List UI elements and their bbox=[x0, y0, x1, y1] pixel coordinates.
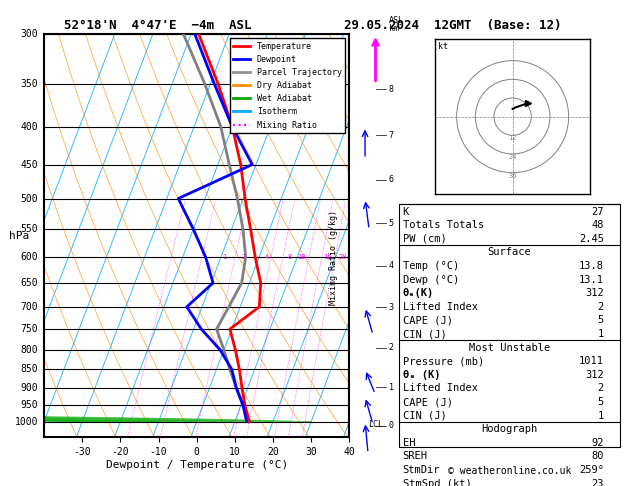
Text: 10: 10 bbox=[297, 254, 305, 260]
Text: CAPE (J): CAPE (J) bbox=[403, 397, 452, 407]
Text: 7: 7 bbox=[389, 131, 394, 139]
Text: StmSpd (kt): StmSpd (kt) bbox=[403, 479, 471, 486]
Text: 4: 4 bbox=[389, 261, 394, 270]
Text: 300: 300 bbox=[21, 29, 38, 39]
Text: 20: 20 bbox=[339, 254, 347, 260]
Text: 23: 23 bbox=[591, 479, 604, 486]
Text: 27: 27 bbox=[591, 207, 604, 217]
Text: 259°: 259° bbox=[579, 465, 604, 475]
Text: 550: 550 bbox=[21, 224, 38, 234]
Text: 8: 8 bbox=[287, 254, 292, 260]
Text: 750: 750 bbox=[21, 324, 38, 334]
Text: Surface: Surface bbox=[487, 247, 532, 258]
X-axis label: Dewpoint / Temperature (°C): Dewpoint / Temperature (°C) bbox=[106, 460, 288, 470]
Text: 36: 36 bbox=[508, 173, 517, 179]
Text: 5: 5 bbox=[598, 315, 604, 326]
Text: θₑ (K): θₑ (K) bbox=[403, 370, 440, 380]
Text: 1: 1 bbox=[223, 254, 227, 260]
Text: 900: 900 bbox=[21, 383, 38, 393]
Text: SREH: SREH bbox=[403, 451, 428, 462]
Text: 1: 1 bbox=[598, 329, 604, 339]
Text: 700: 700 bbox=[21, 302, 38, 312]
Text: 1000: 1000 bbox=[15, 417, 38, 427]
Text: 800: 800 bbox=[21, 345, 38, 355]
Text: Lifted Index: Lifted Index bbox=[403, 302, 477, 312]
Text: 312: 312 bbox=[585, 288, 604, 298]
Text: Dewp (°C): Dewp (°C) bbox=[403, 275, 459, 285]
Text: 48: 48 bbox=[591, 220, 604, 230]
Text: 29.05.2024  12GMT  (Base: 12): 29.05.2024 12GMT (Base: 12) bbox=[344, 19, 562, 33]
Text: 1011: 1011 bbox=[579, 356, 604, 366]
Text: 600: 600 bbox=[21, 252, 38, 262]
Text: Pressure (mb): Pressure (mb) bbox=[403, 356, 484, 366]
Text: Temp (°C): Temp (°C) bbox=[403, 261, 459, 271]
Text: 52°18'N  4°47'E  −4m  ASL: 52°18'N 4°47'E −4m ASL bbox=[64, 19, 251, 33]
Text: 0: 0 bbox=[389, 421, 394, 431]
Text: K: K bbox=[403, 207, 409, 217]
Text: 850: 850 bbox=[21, 364, 38, 374]
Text: 5: 5 bbox=[389, 219, 394, 228]
Text: 24: 24 bbox=[508, 154, 517, 160]
Text: kt: kt bbox=[438, 42, 448, 51]
Text: 500: 500 bbox=[21, 193, 38, 204]
Text: 2.45: 2.45 bbox=[579, 234, 604, 244]
Text: 400: 400 bbox=[21, 122, 38, 132]
Text: 312: 312 bbox=[585, 370, 604, 380]
Text: Most Unstable: Most Unstable bbox=[469, 343, 550, 353]
Text: 4: 4 bbox=[265, 254, 269, 260]
Text: 13.1: 13.1 bbox=[579, 275, 604, 285]
Text: 6: 6 bbox=[389, 175, 394, 184]
Text: 450: 450 bbox=[21, 159, 38, 170]
Text: Totals Totals: Totals Totals bbox=[403, 220, 484, 230]
Text: ASL: ASL bbox=[389, 17, 404, 25]
Text: Hodograph: Hodograph bbox=[481, 424, 538, 434]
Text: LCL: LCL bbox=[368, 420, 383, 430]
Text: StmDir: StmDir bbox=[403, 465, 440, 475]
Text: CIN (J): CIN (J) bbox=[403, 329, 447, 339]
Text: 16: 16 bbox=[323, 254, 332, 260]
Text: 12: 12 bbox=[508, 135, 517, 141]
Text: EH: EH bbox=[403, 438, 415, 448]
Text: θₑ(K): θₑ(K) bbox=[403, 288, 434, 298]
Text: 2: 2 bbox=[598, 383, 604, 394]
Text: 2: 2 bbox=[598, 302, 604, 312]
Text: © weatheronline.co.uk: © weatheronline.co.uk bbox=[448, 466, 571, 476]
Text: 650: 650 bbox=[21, 278, 38, 288]
Text: 2: 2 bbox=[389, 343, 394, 352]
Text: 5: 5 bbox=[598, 397, 604, 407]
Text: 13.8: 13.8 bbox=[579, 261, 604, 271]
Text: CIN (J): CIN (J) bbox=[403, 411, 447, 421]
Text: Mixing Ratio (g/kg): Mixing Ratio (g/kg) bbox=[329, 209, 338, 305]
Text: hPa: hPa bbox=[9, 231, 30, 241]
Text: Lifted Index: Lifted Index bbox=[403, 383, 477, 394]
Text: 80: 80 bbox=[591, 451, 604, 462]
Text: 950: 950 bbox=[21, 400, 38, 410]
Text: 92: 92 bbox=[591, 438, 604, 448]
Text: 1: 1 bbox=[389, 383, 394, 392]
Text: 3: 3 bbox=[389, 303, 394, 312]
Text: PW (cm): PW (cm) bbox=[403, 234, 447, 244]
Legend: Temperature, Dewpoint, Parcel Trajectory, Dry Adiabat, Wet Adiabat, Isotherm, Mi: Temperature, Dewpoint, Parcel Trajectory… bbox=[230, 38, 345, 133]
Text: CAPE (J): CAPE (J) bbox=[403, 315, 452, 326]
Text: 2: 2 bbox=[242, 254, 246, 260]
Text: 8: 8 bbox=[389, 85, 394, 94]
Text: 350: 350 bbox=[21, 79, 38, 88]
Text: 1: 1 bbox=[598, 411, 604, 421]
Text: km: km bbox=[389, 24, 399, 33]
